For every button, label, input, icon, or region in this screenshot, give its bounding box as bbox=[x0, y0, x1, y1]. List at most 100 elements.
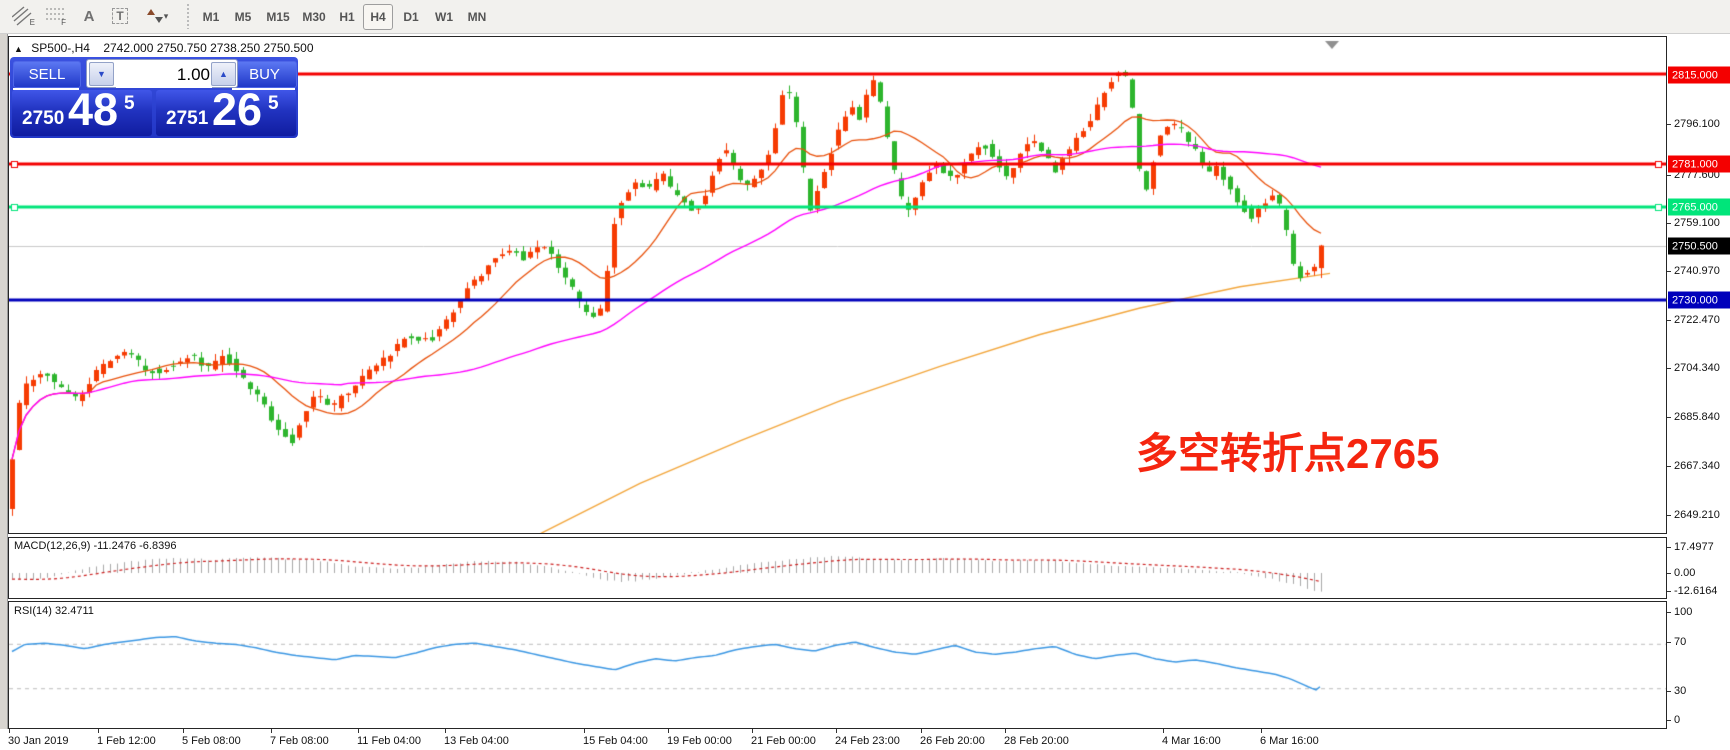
time-axis: 30 Jan 2019 1 Feb 12:00 5 Feb 08:00 7 Feb 0… bbox=[0, 729, 1730, 750]
chart-annotation-text: 多空转折点2765 bbox=[1136, 430, 1440, 477]
price-badge: 2765.000 bbox=[1668, 198, 1730, 216]
sell-underline bbox=[13, 88, 79, 90]
volume-input[interactable] bbox=[116, 61, 212, 88]
time-tick-mark bbox=[358, 729, 359, 733]
time-axis-label: 21 Feb 00:00 bbox=[751, 735, 816, 747]
text-tool-glyph: A bbox=[83, 7, 95, 25]
timeframe-button-h4[interactable]: H4 bbox=[363, 4, 393, 30]
price-axis-label: 100 bbox=[1674, 606, 1693, 618]
ohlc-values: 2742.000 2750.750 2738.250 2750.500 bbox=[103, 41, 314, 55]
price-axis-label: -12.6164 bbox=[1674, 585, 1718, 597]
price-axis-label: 2796.100 bbox=[1674, 118, 1720, 130]
symbol-label: SP500-,H4 bbox=[31, 41, 90, 55]
ask-quote-box[interactable]: 2751 26 5 bbox=[156, 84, 296, 136]
price-badge: 2781.000 bbox=[1668, 155, 1730, 173]
axis-tick-mark bbox=[1667, 175, 1671, 176]
arrows-glyph-icon bbox=[146, 9, 163, 23]
ask-pips: 26 bbox=[212, 84, 263, 135]
price-badge: 2750.500 bbox=[1668, 237, 1730, 255]
axis-tick-mark bbox=[1667, 417, 1671, 418]
time-tick-mark bbox=[836, 729, 837, 733]
axis-tick-mark bbox=[1667, 515, 1671, 516]
time-tick-mark bbox=[1163, 729, 1164, 733]
macd-canvas[interactable] bbox=[9, 538, 1666, 598]
time-tick-mark bbox=[445, 729, 446, 733]
volume-group: ▼ ▲ bbox=[86, 59, 238, 88]
time-axis-label: 6 Mar 16:00 bbox=[1260, 735, 1319, 747]
rsi-canvas[interactable] bbox=[9, 602, 1666, 728]
one-click-trade-panel: SELL BUY ▼ ▲ 2750 48 5 2751 26 5 bbox=[10, 57, 298, 138]
time-tick-mark bbox=[1005, 729, 1006, 733]
time-tick-mark bbox=[921, 729, 922, 733]
time-tick-mark bbox=[98, 729, 99, 733]
axis-tick-mark bbox=[1667, 124, 1671, 125]
axis-tick-mark bbox=[1667, 591, 1671, 592]
price-axis-label: 2704.340 bbox=[1674, 362, 1720, 374]
toolbar: E F A T ▾ M1 M5 M15 M30 H1 H4 D1 W1 MN bbox=[0, 0, 1730, 34]
axis-tick-mark bbox=[1667, 368, 1671, 369]
volume-increase-button[interactable]: ▲ bbox=[211, 62, 236, 86]
timeframe-button-m15[interactable]: M15 bbox=[266, 10, 290, 24]
tool-badge: E bbox=[29, 17, 35, 27]
buy-underline bbox=[232, 88, 295, 90]
time-axis-label: 15 Feb 04:00 bbox=[583, 735, 648, 747]
text-label-tool-icon[interactable]: T bbox=[108, 4, 132, 28]
timeframe-button-m5[interactable]: M5 bbox=[234, 10, 252, 24]
chart-ohlc-header: ▲ SP500-,H4 2742.000 2750.750 2738.250 2… bbox=[14, 41, 314, 55]
time-tick-mark bbox=[1261, 729, 1262, 733]
time-tick-mark bbox=[271, 729, 272, 733]
axis-tick-mark bbox=[1667, 466, 1671, 467]
bid-main: 2750 bbox=[22, 108, 65, 129]
timeframe-button-d1[interactable]: D1 bbox=[403, 10, 419, 24]
axis-tick-mark bbox=[1667, 223, 1671, 224]
equidistant-channel-icon[interactable]: E bbox=[12, 4, 38, 28]
price-axis-label: 0 bbox=[1674, 714, 1681, 726]
time-axis-label: 24 Feb 23:00 bbox=[835, 735, 900, 747]
timeframe-button-w1[interactable]: W1 bbox=[435, 10, 453, 24]
fibonacci-icon[interactable]: F bbox=[44, 4, 70, 28]
axis-tick-mark bbox=[1667, 720, 1671, 721]
axis-tick-mark bbox=[1667, 642, 1671, 643]
time-axis-label: 26 Feb 20:00 bbox=[920, 735, 985, 747]
time-axis-label: 28 Feb 20:00 bbox=[1004, 735, 1069, 747]
timeframe-button-m1[interactable]: M1 bbox=[202, 10, 220, 24]
buy-button[interactable]: BUY bbox=[232, 61, 297, 88]
price-axis-label: 2649.210 bbox=[1674, 509, 1720, 521]
arrows-tool-icon[interactable]: ▾ bbox=[140, 4, 174, 28]
time-axis-label: 7 Feb 08:00 bbox=[270, 735, 329, 747]
timeframe-button-h1[interactable]: H1 bbox=[339, 10, 355, 24]
rsi-label: RSI(14) 32.4711 bbox=[14, 605, 94, 617]
time-axis-label: 4 Mar 16:00 bbox=[1162, 735, 1221, 747]
volume-decrease-button[interactable]: ▼ bbox=[89, 62, 114, 86]
tool-badge: F bbox=[61, 17, 66, 27]
price-axis-label: 30 bbox=[1674, 685, 1687, 697]
axis-tick-mark bbox=[1667, 573, 1671, 574]
time-axis-label: 1 Feb 12:00 bbox=[97, 735, 156, 747]
bid-pipette: 5 bbox=[124, 93, 135, 114]
time-axis-label: 11 Feb 04:00 bbox=[357, 735, 422, 747]
window-left-edge bbox=[0, 34, 8, 750]
ask-pipette: 5 bbox=[268, 93, 279, 114]
axis-tick-mark bbox=[1667, 547, 1671, 548]
price-badge: 2730.000 bbox=[1668, 291, 1730, 309]
bid-pips: 48 bbox=[68, 84, 119, 135]
sell-button[interactable]: SELL bbox=[13, 61, 81, 88]
axis-tick-mark bbox=[1667, 271, 1671, 272]
timeframe-button-mn[interactable]: MN bbox=[467, 10, 487, 24]
collapse-triangle-icon[interactable]: ▲ bbox=[14, 44, 23, 54]
price-axis-label: 2685.840 bbox=[1674, 411, 1720, 423]
time-axis-label: 19 Feb 00:00 bbox=[667, 735, 732, 747]
bid-quote-box[interactable]: 2750 48 5 bbox=[12, 84, 152, 136]
dropdown-caret-icon: ▾ bbox=[163, 10, 169, 21]
time-tick-mark bbox=[584, 729, 585, 733]
price-badge: 2815.000 bbox=[1668, 66, 1730, 84]
time-tick-mark bbox=[752, 729, 753, 733]
toolbar-grip[interactable] bbox=[187, 4, 192, 29]
timeframe-button-m30[interactable]: M30 bbox=[302, 10, 326, 24]
ask-main: 2751 bbox=[166, 108, 209, 129]
macd-label: MACD(12,26,9) -11.2476 -6.8396 bbox=[14, 540, 177, 552]
price-axis-label: 2740.970 bbox=[1674, 265, 1720, 277]
time-tick-mark bbox=[183, 729, 184, 733]
text-tool-icon[interactable]: A bbox=[78, 4, 100, 28]
